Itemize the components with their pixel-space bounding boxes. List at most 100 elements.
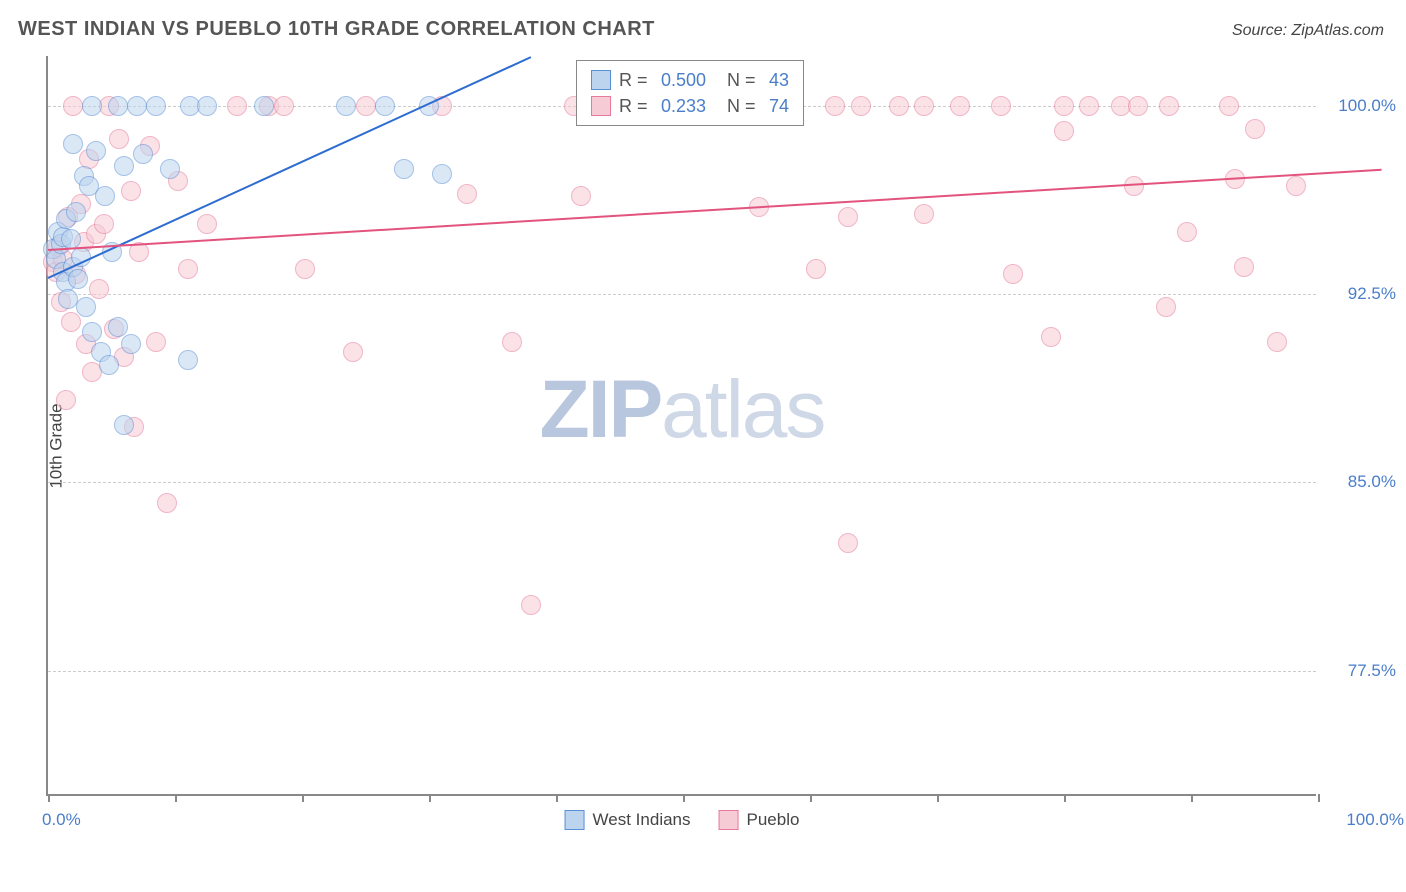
scatter-point: [1177, 222, 1197, 242]
scatter-point: [1041, 327, 1061, 347]
legend-n-label: N =: [727, 70, 761, 91]
x-tick-label: 100.0%: [1324, 810, 1404, 830]
scatter-point: [432, 164, 452, 184]
scatter-point: [295, 259, 315, 279]
scatter-point: [89, 279, 109, 299]
scatter-point: [160, 159, 180, 179]
legend-n-label: N =: [727, 96, 761, 117]
scatter-point: [114, 156, 134, 176]
gridline: [48, 294, 1316, 295]
scatter-point: [197, 96, 217, 116]
scatter-point: [108, 96, 128, 116]
x-tick: [1318, 794, 1320, 802]
x-tick-label: 0.0%: [42, 810, 81, 830]
scatter-point: [1156, 297, 1176, 317]
scatter-point: [227, 96, 247, 116]
legend-item: West Indians: [565, 810, 691, 830]
scatter-point: [394, 159, 414, 179]
legend-item: Pueblo: [719, 810, 800, 830]
scatter-point: [991, 96, 1011, 116]
scatter-point: [1245, 119, 1265, 139]
scatter-point: [146, 332, 166, 352]
scatter-point: [356, 96, 376, 116]
scatter-point: [63, 96, 83, 116]
legend-n-value: 74: [769, 96, 789, 117]
scatter-point: [806, 259, 826, 279]
legend-row: R =0.233N =74: [591, 93, 789, 119]
scatter-point: [1219, 96, 1239, 116]
scatter-point: [838, 533, 858, 553]
scatter-point: [838, 207, 858, 227]
x-tick: [429, 794, 431, 802]
scatter-point: [1267, 332, 1287, 352]
plot-area: ZIPatlas 77.5%85.0%92.5%100.0%0.0%100.0%…: [46, 56, 1316, 796]
legend-stats: R = 0.500 N = 43R = 0.233 N = 74: [576, 60, 804, 126]
scatter-point: [889, 96, 909, 116]
scatter-point: [94, 214, 114, 234]
chart-title: WEST INDIAN VS PUEBLO 10TH GRADE CORRELA…: [18, 18, 655, 41]
x-tick: [556, 794, 558, 802]
legend-r-label: R =: [619, 70, 653, 91]
legend-n-value: 43: [769, 70, 789, 91]
scatter-point: [1003, 264, 1023, 284]
watermark-light: atlas: [661, 364, 824, 455]
gridline: [48, 671, 1316, 672]
scatter-point: [1124, 176, 1144, 196]
scatter-point: [914, 204, 934, 224]
scatter-point: [571, 186, 591, 206]
legend-swatch: [591, 70, 611, 90]
scatter-point: [274, 96, 294, 116]
scatter-point: [825, 96, 845, 116]
scatter-point: [1128, 96, 1148, 116]
scatter-point: [502, 332, 522, 352]
scatter-point: [950, 96, 970, 116]
y-tick-label: 100.0%: [1326, 96, 1396, 116]
scatter-point: [108, 317, 128, 337]
legend-swatch: [719, 810, 739, 830]
legend-swatch: [591, 96, 611, 116]
scatter-point: [109, 129, 129, 149]
watermark-bold: ZIP: [540, 364, 662, 455]
x-tick: [302, 794, 304, 802]
x-tick: [937, 794, 939, 802]
y-tick-label: 92.5%: [1326, 284, 1396, 304]
x-tick: [175, 794, 177, 802]
scatter-point: [146, 96, 166, 116]
legend-r-value: 0.500: [661, 70, 719, 91]
legend-r-value: 0.233: [661, 96, 719, 117]
scatter-point: [1054, 121, 1074, 141]
scatter-point: [95, 186, 115, 206]
scatter-point: [457, 184, 477, 204]
scatter-point: [56, 390, 76, 410]
legend-series-name: Pueblo: [747, 810, 800, 830]
y-tick-label: 77.5%: [1326, 661, 1396, 681]
bottom-legend: West Indians Pueblo: [565, 810, 800, 830]
scatter-point: [851, 96, 871, 116]
scatter-point: [1079, 96, 1099, 116]
x-tick: [48, 794, 50, 802]
legend-series-name: West Indians: [593, 810, 691, 830]
legend-row: R = 0.500 N = 43: [591, 67, 789, 93]
scatter-point: [61, 312, 81, 332]
scatter-point: [178, 259, 198, 279]
scatter-point: [63, 134, 83, 154]
scatter-point: [82, 96, 102, 116]
scatter-point: [178, 350, 198, 370]
scatter-point: [86, 141, 106, 161]
scatter-point: [1159, 96, 1179, 116]
scatter-point: [157, 493, 177, 513]
gridline: [48, 482, 1316, 483]
scatter-point: [197, 214, 217, 234]
scatter-point: [133, 144, 153, 164]
watermark: ZIPatlas: [540, 363, 825, 457]
x-tick: [1191, 794, 1193, 802]
scatter-point: [336, 96, 356, 116]
x-tick: [683, 794, 685, 802]
scatter-point: [68, 269, 88, 289]
scatter-point: [66, 202, 86, 222]
scatter-point: [343, 342, 363, 362]
scatter-point: [121, 334, 141, 354]
scatter-point: [99, 355, 119, 375]
source-label: Source: ZipAtlas.com: [1232, 22, 1384, 40]
scatter-point: [521, 595, 541, 615]
